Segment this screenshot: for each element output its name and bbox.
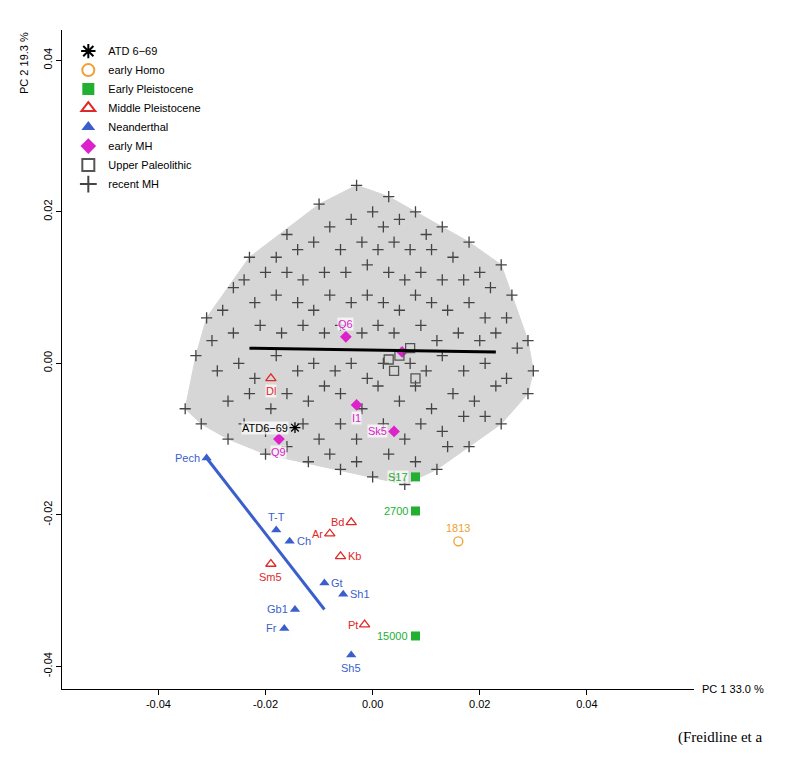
svg-text:early Homo: early Homo bbox=[108, 64, 164, 76]
svg-text:Q6: Q6 bbox=[338, 318, 353, 330]
svg-text:0.00: 0.00 bbox=[42, 351, 54, 372]
svg-text:recent MH: recent MH bbox=[108, 178, 159, 190]
svg-text:-0.02: -0.02 bbox=[253, 698, 278, 710]
svg-text:Neanderthal: Neanderthal bbox=[108, 121, 168, 133]
svg-text:Ar: Ar bbox=[312, 528, 323, 540]
svg-text:Gb1: Gb1 bbox=[267, 603, 288, 615]
svg-text:0.00: 0.00 bbox=[362, 698, 383, 710]
svg-text:Bd: Bd bbox=[331, 516, 344, 528]
svg-text:S17: S17 bbox=[388, 471, 408, 483]
svg-text:15000: 15000 bbox=[377, 630, 408, 642]
svg-text:-0.04: -0.04 bbox=[42, 652, 54, 677]
svg-text:Sk5: Sk5 bbox=[368, 425, 387, 437]
svg-text:2700: 2700 bbox=[384, 505, 408, 517]
svg-text:-0.04: -0.04 bbox=[146, 698, 171, 710]
svg-text:Pt: Pt bbox=[348, 619, 358, 631]
svg-text:Q9: Q9 bbox=[271, 446, 286, 458]
svg-text:Gt: Gt bbox=[331, 577, 343, 589]
svg-text:0.02: 0.02 bbox=[469, 698, 490, 710]
svg-text:(Freidline et a: (Freidline et a bbox=[678, 729, 762, 746]
svg-text:-0.02: -0.02 bbox=[42, 501, 54, 526]
svg-text:Sh1: Sh1 bbox=[350, 588, 370, 600]
svg-text:Dl: Dl bbox=[266, 385, 276, 397]
svg-text:Ch: Ch bbox=[297, 535, 311, 547]
svg-text:ATD6−69: ATD6−69 bbox=[242, 422, 288, 434]
svg-text:0.04: 0.04 bbox=[42, 48, 54, 69]
svg-text:Upper Paleolithic: Upper Paleolithic bbox=[108, 159, 192, 171]
svg-text:Pech: Pech bbox=[175, 452, 200, 464]
svg-text:Fr: Fr bbox=[266, 622, 277, 634]
svg-text:0.04: 0.04 bbox=[576, 698, 597, 710]
svg-text:PC 1 33.0 %: PC 1 33.0 % bbox=[702, 683, 764, 695]
svg-text:Kb: Kb bbox=[348, 550, 361, 562]
svg-text:I1: I1 bbox=[352, 412, 361, 424]
svg-text:0.02: 0.02 bbox=[42, 199, 54, 220]
svg-text:1813: 1813 bbox=[446, 522, 470, 534]
svg-text:Middle Pleistocene: Middle Pleistocene bbox=[108, 102, 200, 114]
svg-text:Sm5: Sm5 bbox=[259, 571, 282, 583]
svg-text:early MH: early MH bbox=[108, 140, 152, 152]
svg-text:ATD 6−69: ATD 6−69 bbox=[108, 45, 157, 57]
svg-text:PC 2 19.3 %: PC 2 19.3 % bbox=[18, 32, 30, 94]
svg-text:Sh5: Sh5 bbox=[341, 662, 361, 674]
svg-text:T-T: T-T bbox=[268, 511, 285, 523]
svg-text:Early Pleistocene: Early Pleistocene bbox=[108, 83, 193, 95]
